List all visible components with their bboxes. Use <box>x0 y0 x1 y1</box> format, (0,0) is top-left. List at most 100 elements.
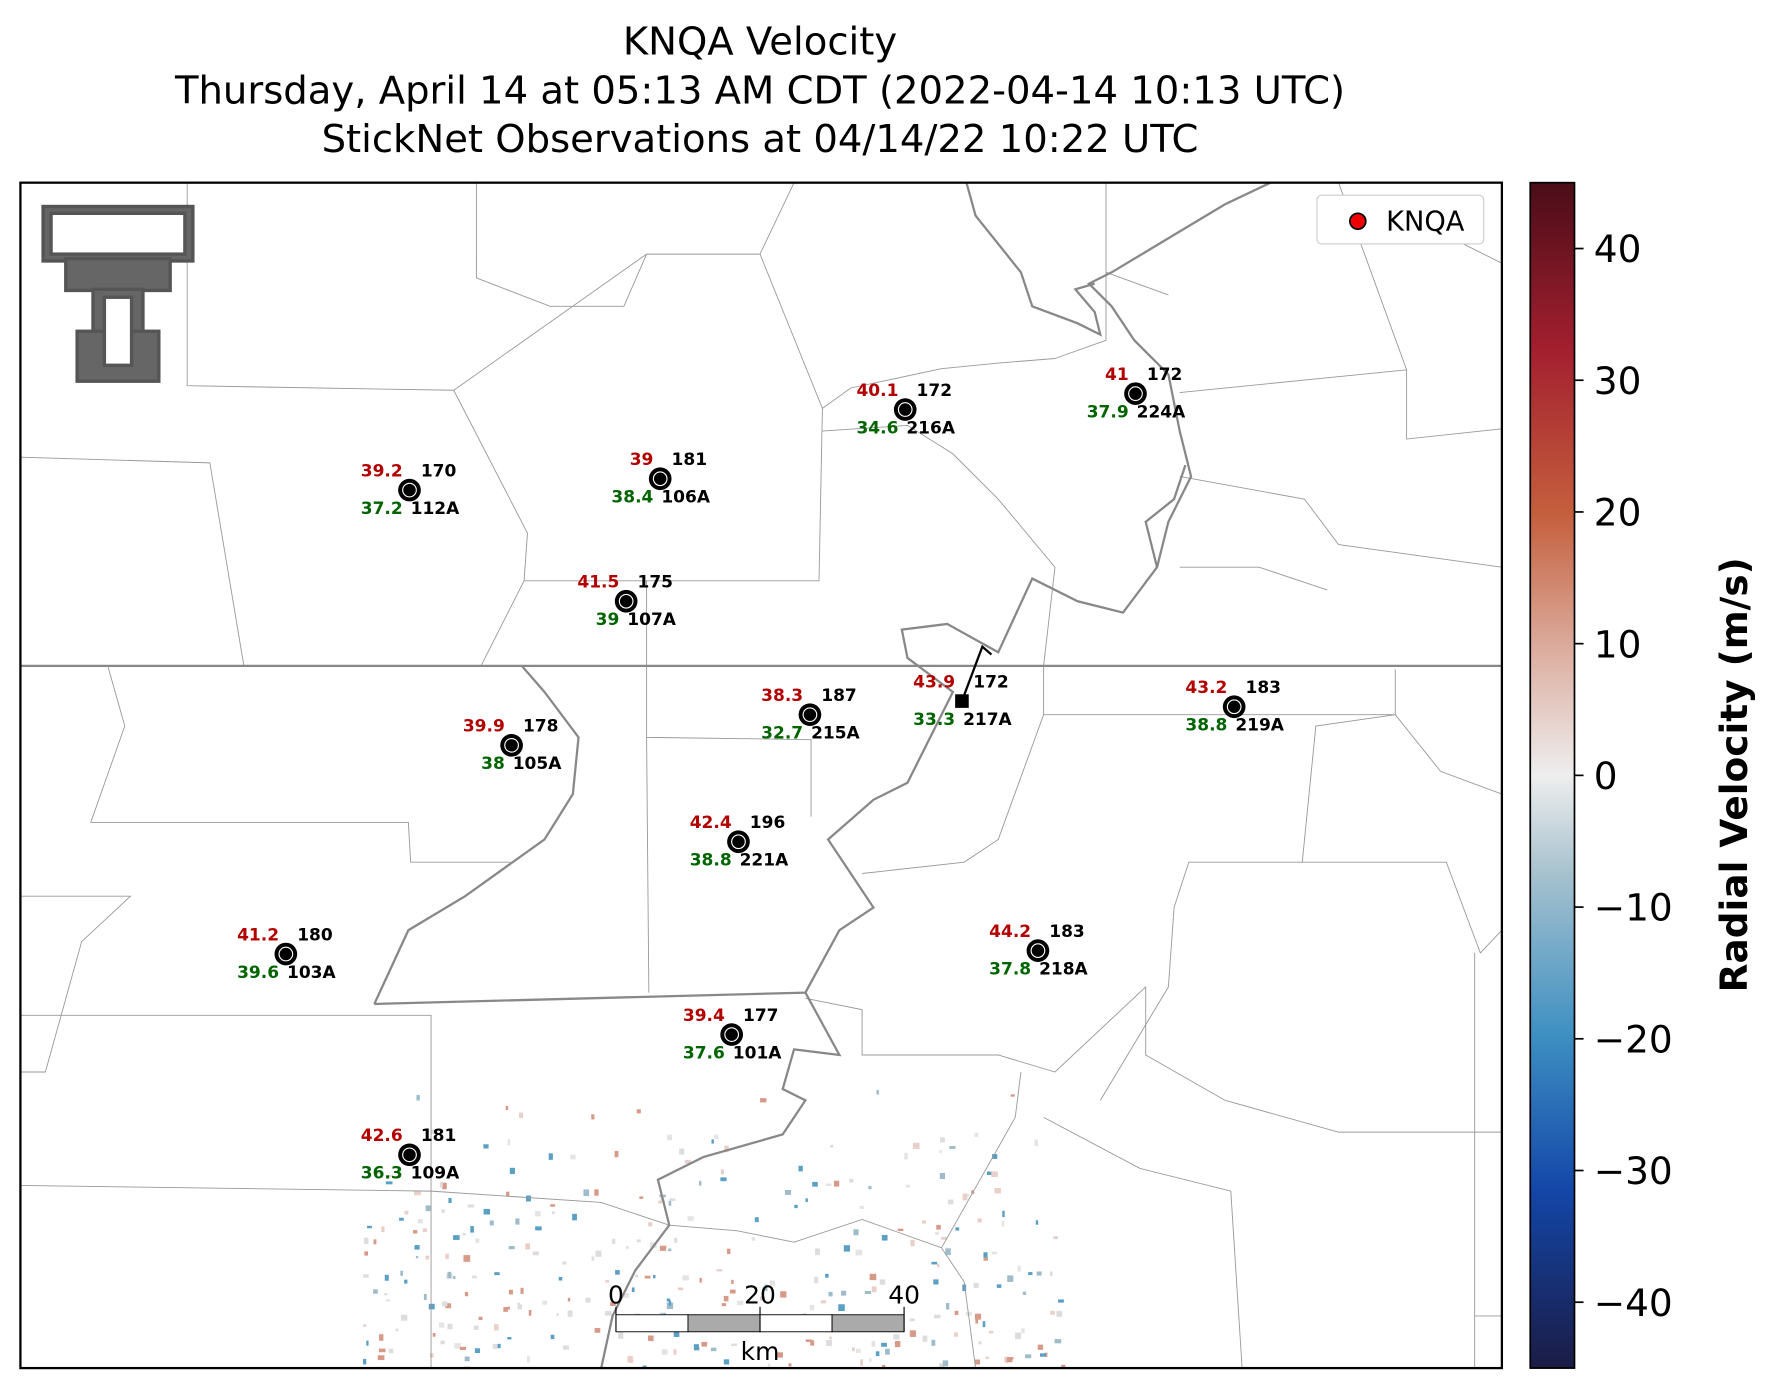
echo <box>825 1273 829 1278</box>
station-id: 105A <box>513 754 562 774</box>
echo <box>841 1290 847 1296</box>
station-ring <box>402 1147 417 1163</box>
echo <box>769 1280 776 1286</box>
echo <box>798 1165 803 1172</box>
echo <box>363 1358 367 1365</box>
echo <box>881 1342 887 1347</box>
wind-direction: 172 <box>973 672 1009 692</box>
echo <box>814 1276 819 1284</box>
echo <box>489 1220 494 1226</box>
colorbar-tick-label: 0 <box>1594 754 1618 798</box>
echo <box>777 1352 784 1358</box>
temperature: 42.4 <box>690 813 732 833</box>
echo <box>673 1331 680 1337</box>
echo <box>909 1318 915 1322</box>
wind-direction: 196 <box>750 813 786 833</box>
echo <box>631 1287 635 1293</box>
scale-tick-label: 0 <box>608 1280 624 1309</box>
echo <box>459 1346 466 1350</box>
echo <box>384 1274 389 1281</box>
echo <box>871 1286 877 1293</box>
logo <box>41 204 195 383</box>
title-line: KNQA Velocity <box>623 19 897 64</box>
echo <box>673 1349 677 1355</box>
echo <box>373 1239 377 1245</box>
temperature: 43.9 <box>913 672 955 692</box>
echo <box>430 1129 437 1134</box>
echo <box>474 1348 481 1354</box>
scale-segment <box>831 1314 905 1333</box>
echo <box>983 1257 988 1261</box>
station-marker <box>1222 695 1246 719</box>
echo <box>661 1349 668 1355</box>
echo <box>440 1340 445 1345</box>
echo <box>973 1283 979 1289</box>
echo <box>668 1248 672 1252</box>
dewpoint: 33.3 <box>913 710 955 730</box>
echo <box>615 1270 620 1275</box>
echo <box>991 1251 998 1255</box>
echo <box>764 1284 768 1291</box>
echo <box>425 1255 430 1260</box>
temperature: 39.9 <box>463 717 505 737</box>
echo <box>751 1237 756 1241</box>
echo <box>805 1198 808 1203</box>
echo <box>693 1344 699 1351</box>
echo <box>955 1227 960 1231</box>
echo <box>1037 1344 1044 1350</box>
station-ring <box>618 593 634 609</box>
echo <box>445 1303 452 1309</box>
echo <box>991 1171 998 1177</box>
echo <box>721 1303 727 1307</box>
echo <box>669 1198 676 1201</box>
echo <box>931 1339 936 1346</box>
echo <box>939 1150 943 1153</box>
basemap <box>20 182 1502 1369</box>
echo <box>423 1293 427 1300</box>
echo <box>520 1287 524 1294</box>
echo <box>605 1280 610 1283</box>
echo <box>505 1105 509 1111</box>
echo <box>974 1359 981 1365</box>
echo <box>492 1344 500 1349</box>
station-marker <box>727 830 750 854</box>
echo <box>953 1332 958 1337</box>
echo <box>525 1243 531 1250</box>
echo <box>572 1213 577 1221</box>
echo <box>462 1233 466 1236</box>
temperature: 43.2 <box>1185 678 1227 698</box>
echo <box>829 1336 832 1340</box>
echo <box>454 1343 461 1349</box>
colorbar-gradient <box>1529 181 1576 1369</box>
station-ring <box>731 834 746 850</box>
echo <box>729 1289 736 1294</box>
echo <box>535 1226 542 1231</box>
echo <box>377 1355 385 1361</box>
echo <box>876 1090 879 1095</box>
legend-marker <box>1349 212 1367 231</box>
echo <box>868 1185 872 1190</box>
echo <box>400 1314 408 1321</box>
echo <box>567 1310 573 1317</box>
echo <box>414 1190 421 1196</box>
echo <box>441 1209 445 1213</box>
echo <box>363 1324 367 1327</box>
station-id: 112A <box>411 499 460 519</box>
temperature: 40.1 <box>856 381 898 401</box>
echo <box>966 1193 970 1197</box>
echo <box>879 1279 886 1285</box>
echo <box>699 1180 702 1186</box>
echo <box>754 1217 759 1223</box>
echo <box>1056 1310 1063 1317</box>
echo <box>550 1334 555 1340</box>
echo <box>701 1341 708 1347</box>
station-ring <box>652 471 668 487</box>
echo <box>935 1231 939 1236</box>
echo <box>809 1304 815 1311</box>
echo <box>526 1356 530 1363</box>
echo <box>379 1334 384 1341</box>
temperature: 42.6 <box>361 1126 403 1146</box>
station-id: 224A <box>1137 402 1186 422</box>
echo <box>463 1255 471 1262</box>
echo <box>509 1167 515 1175</box>
